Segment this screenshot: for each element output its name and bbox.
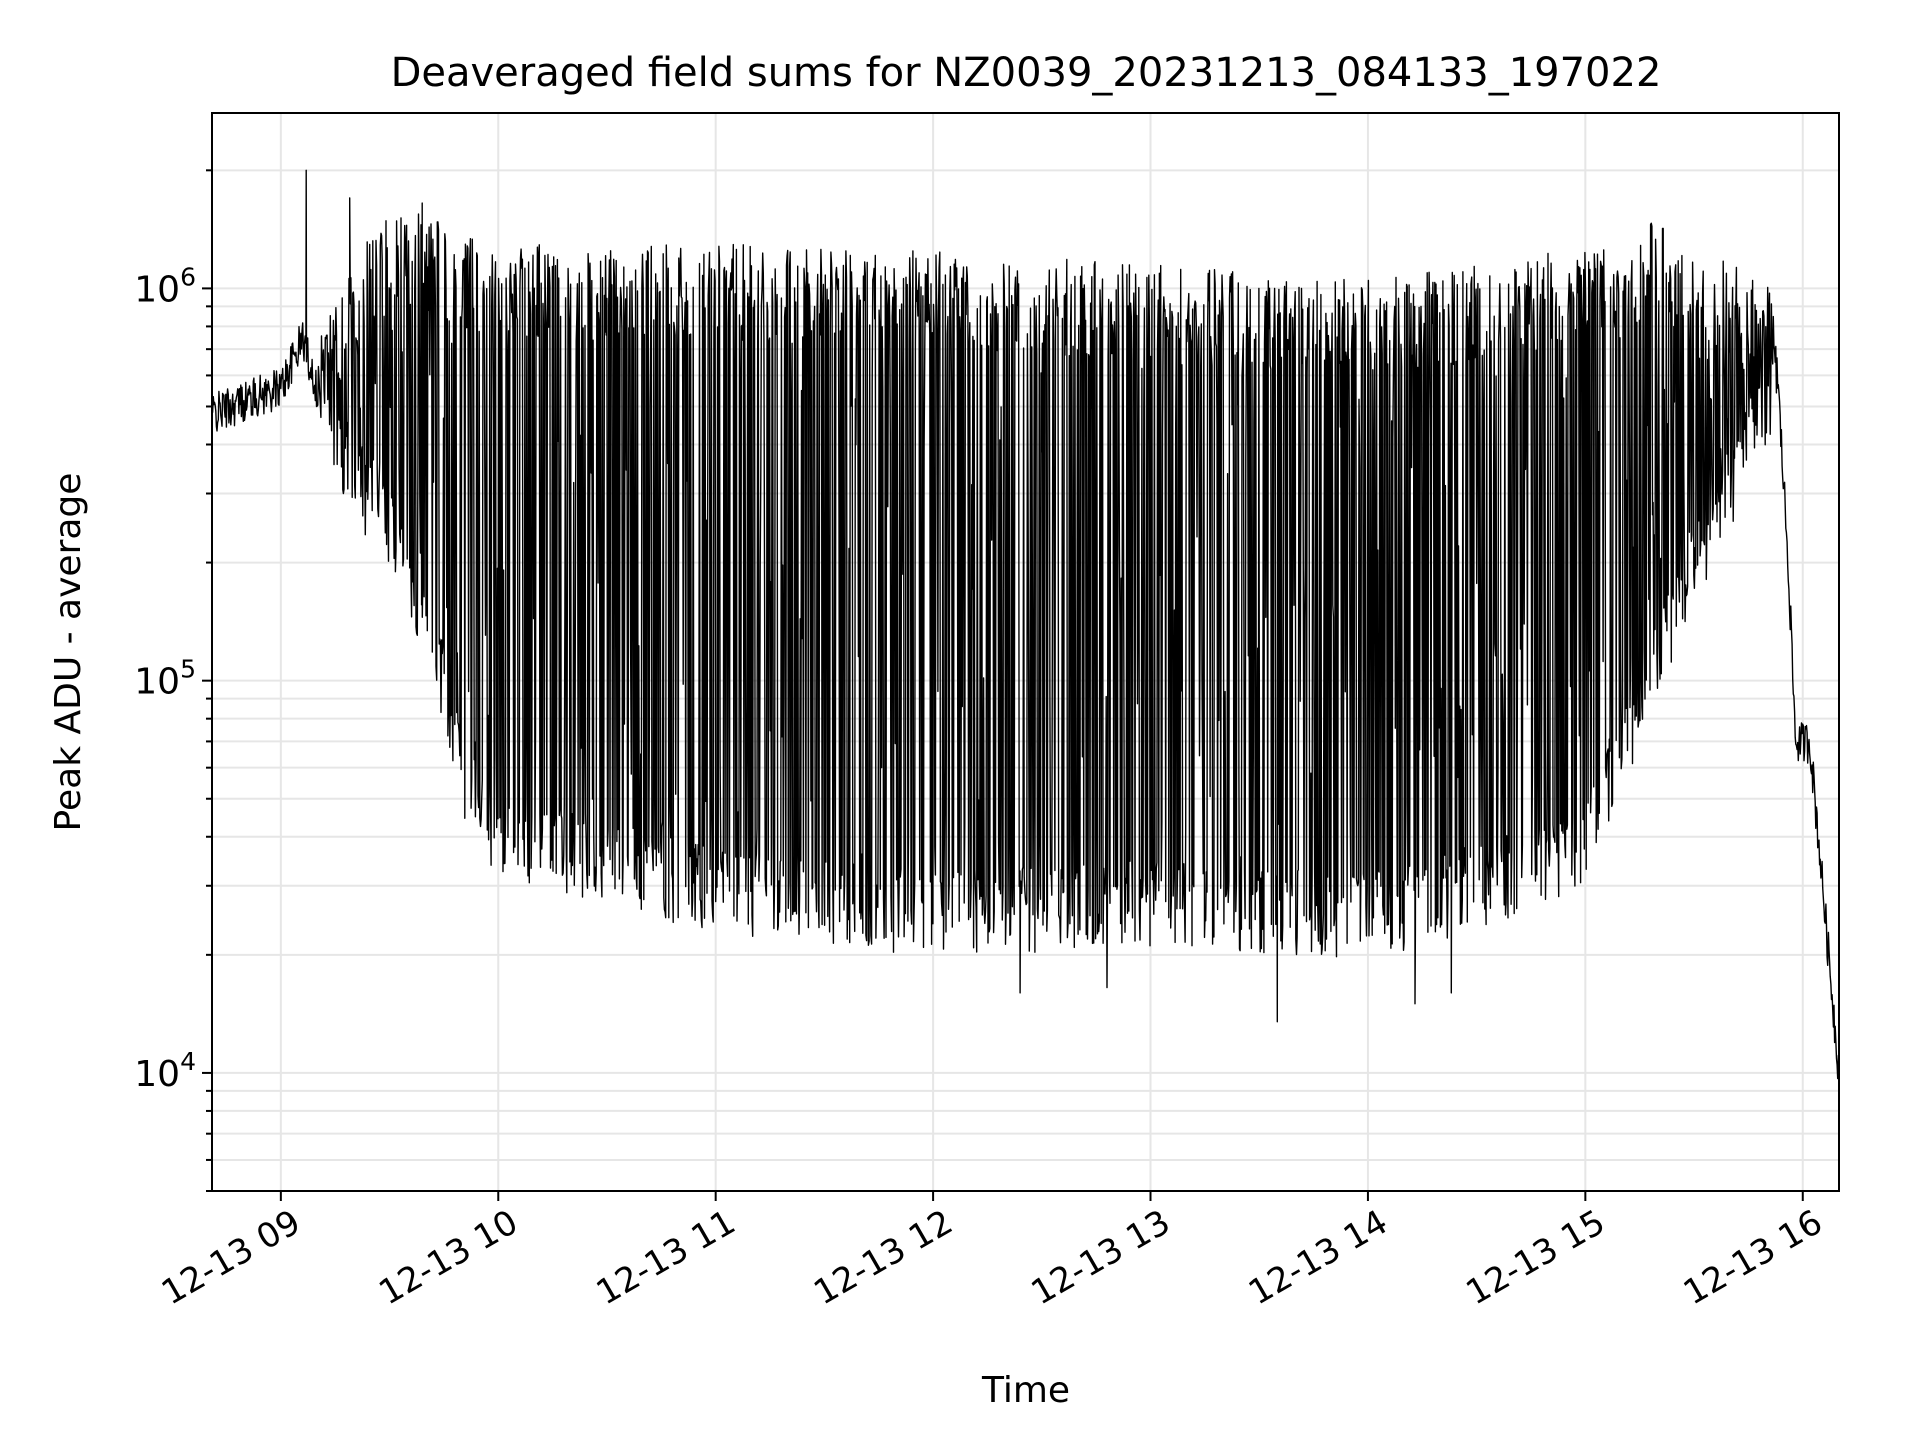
series-line xyxy=(211,169,1840,1095)
y-tick-label: 106 xyxy=(134,262,196,310)
y-tick-label: 104 xyxy=(134,1047,196,1095)
plot-frame xyxy=(211,112,1840,1192)
y-tick-label: 105 xyxy=(134,655,196,703)
chart-title: Deaveraged field sums for NZ0039_2023121… xyxy=(391,50,1662,96)
y-axis-label: Peak ADU - average xyxy=(48,473,89,832)
x-axis-label: Time xyxy=(981,1370,1070,1411)
y-axis: 104 105 106 xyxy=(134,169,212,1192)
series-path xyxy=(211,169,1840,1095)
